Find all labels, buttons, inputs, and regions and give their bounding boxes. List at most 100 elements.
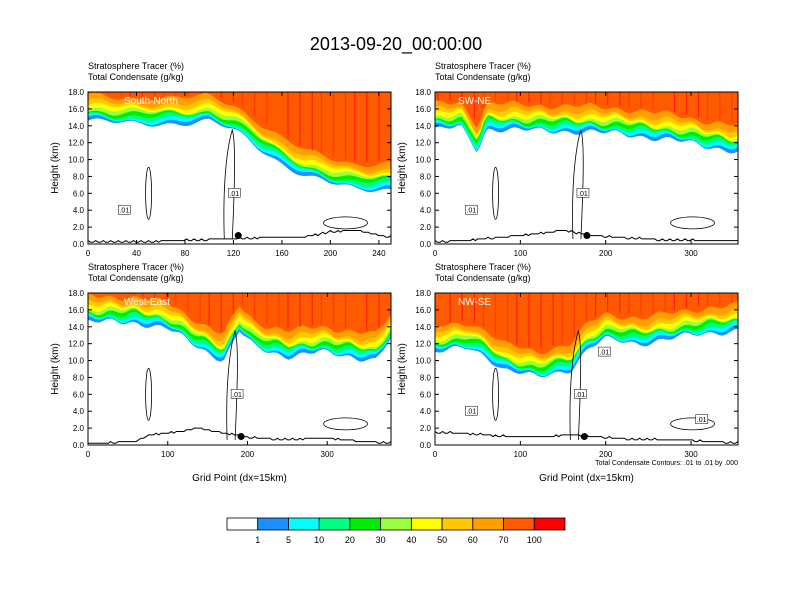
colorbar-segment (533, 517, 566, 531)
x-tick-label: 40 (132, 249, 141, 258)
y-tick-label: 8.0 (420, 373, 432, 382)
x-axis-label: Grid Point (dx=15km) (192, 473, 287, 484)
y-tick-label: 4.0 (73, 206, 85, 215)
x-tick-label: 200 (599, 450, 613, 459)
figure-title: 2013-09-20_00:00:00 (310, 34, 482, 55)
y-tick-label: 12.0 (415, 139, 431, 148)
plot-area: .01 .01 (435, 92, 738, 244)
x-tick-label: 100 (161, 450, 175, 459)
y-tick-label: 12.0 (415, 340, 431, 349)
contour-label-box (465, 204, 478, 215)
x-tick-label: 300 (321, 450, 335, 459)
colorbar-segment (226, 517, 259, 531)
contour-label: .01 (599, 350, 609, 357)
y-axis-label: Height (km) (50, 142, 61, 194)
condensate-contour (670, 417, 715, 431)
colorbar-label: 30 (376, 535, 386, 545)
contour-label-box (576, 188, 590, 198)
y-tick-label: 4.0 (420, 407, 432, 416)
condensate-contour (492, 367, 500, 421)
contour-label: .01 (575, 392, 585, 399)
y-axis-label: Height (km) (397, 142, 408, 194)
colorbar-segment (410, 517, 443, 531)
plot-area: .01 .01 (88, 92, 391, 244)
colorbar-label: 60 (468, 535, 478, 545)
plot-frame (87, 292, 392, 446)
contour-label-box (228, 188, 241, 198)
y-tick-label: 18.0 (68, 289, 84, 298)
tracer-band-70 (88, 293, 391, 334)
condensate-contour (145, 166, 153, 220)
panel-header-line2: Total Condensate (g/kg) (88, 273, 184, 283)
colorbar-label: 1 (255, 535, 260, 545)
y-axis-label: Height (km) (397, 343, 408, 395)
y-tick-label: 16.0 (68, 306, 84, 315)
panel-header-line1: Stratosphere Tracer (%) (88, 61, 184, 71)
plot-area: .01 (88, 293, 391, 445)
panel-nw-se: Stratosphere Tracer (%)Total Condensate … (397, 262, 739, 484)
contour-label: .01 (466, 409, 476, 416)
colorbar-segment (349, 517, 382, 531)
x-tick-label: 0 (433, 249, 438, 258)
colorbar-segment (441, 517, 474, 531)
x-tick-label: 120 (227, 249, 241, 258)
contour-label-box (230, 389, 244, 399)
panel-region-label: West-East (124, 297, 170, 308)
y-axis-label: Height (km) (50, 343, 61, 395)
x-tick-label: 300 (684, 249, 698, 258)
y-tick-label: 16.0 (68, 105, 84, 114)
contour-label: .01 (232, 392, 242, 399)
colorbar-label: 5 (286, 535, 291, 545)
panel-sw-ne: Stratosphere Tracer (%)Total Condensate … (397, 61, 739, 258)
colorbar-segment (288, 517, 320, 531)
contour-label-box (598, 346, 611, 357)
y-tick-label: 4.0 (73, 407, 85, 416)
y-tick-label: 8.0 (73, 172, 85, 181)
y-tick-label: 0.0 (73, 240, 85, 249)
y-tick-label: 10.0 (68, 156, 84, 165)
condensate-contour (323, 216, 368, 230)
y-tick-label: 14.0 (68, 323, 84, 332)
contour-label: .01 (229, 191, 239, 198)
panel-region-label: SW-NE (458, 96, 491, 107)
y-tick-label: 14.0 (68, 122, 84, 131)
location-marker (580, 433, 588, 441)
colorbar-label: 100 (527, 535, 542, 545)
panel-south-north: Stratosphere Tracer (%)Total Condensate … (50, 61, 392, 258)
colorbar-segment (318, 517, 351, 531)
y-tick-label: 2.0 (73, 223, 85, 232)
contour-label-box (695, 414, 708, 424)
y-tick-label: 18.0 (68, 88, 84, 97)
y-tick-label: 10.0 (415, 156, 431, 165)
y-tick-label: 12.0 (68, 139, 84, 148)
y-tick-label: 14.0 (415, 122, 431, 131)
y-tick-label: 2.0 (73, 424, 85, 433)
contour-label-box (465, 405, 478, 416)
colorbar-label: 20 (345, 535, 355, 545)
y-tick-label: 6.0 (73, 189, 85, 198)
tracer-band-70 (435, 92, 738, 128)
condensate-contour (670, 216, 715, 230)
contour-label: .01 (466, 208, 476, 215)
colorbar-segment (472, 517, 504, 531)
x-tick-label: 160 (275, 249, 289, 258)
plot-area: .01 .01 .01 .01 (435, 293, 738, 445)
y-tick-label: 16.0 (415, 306, 431, 315)
y-tick-label: 2.0 (420, 424, 432, 433)
y-tick-label: 18.0 (415, 289, 431, 298)
panel-region-label: South-North (124, 96, 178, 107)
contour-label-box (118, 204, 131, 215)
contour-label: .01 (119, 208, 129, 215)
colorbar: 1 5 10 20 30 40 50 60 70 100 (226, 517, 566, 545)
y-tick-label: 0.0 (420, 441, 432, 450)
colorbar-label: 40 (406, 535, 416, 545)
colorbar-label: 10 (314, 535, 324, 545)
contour-label-box (574, 389, 587, 399)
panel-west-east: Stratosphere Tracer (%)Total Condensate … (50, 262, 392, 484)
x-tick-label: 0 (86, 450, 91, 459)
location-marker (234, 232, 242, 240)
panel-header-line2: Total Condensate (g/kg) (88, 72, 184, 82)
panel-header-line2: Total Condensate (g/kg) (435, 72, 531, 82)
y-tick-label: 0.0 (73, 441, 85, 450)
